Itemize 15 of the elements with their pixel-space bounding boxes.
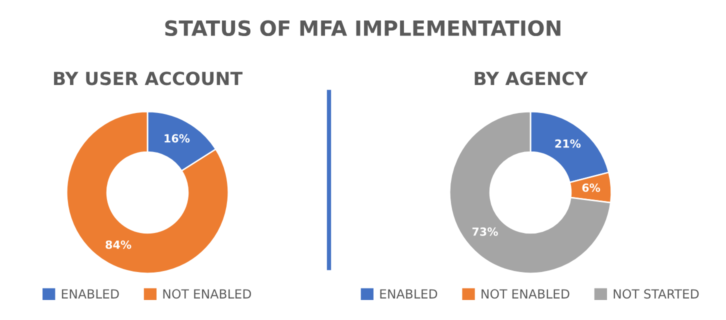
data-label: 21% bbox=[555, 139, 581, 148]
text: STATUS OF MFA IMPLEMENTATION bbox=[165, 20, 560, 36]
data-label: 73% bbox=[472, 227, 498, 236]
legend-label: NOT STARTED bbox=[614, 289, 699, 299]
donut-slice bbox=[66, 110, 230, 274]
chart-title: BY USER ACCOUNT bbox=[54, 72, 243, 86]
donut-slice bbox=[448, 110, 612, 274]
data-label: 84% bbox=[106, 240, 132, 249]
legend-label: ENABLED bbox=[380, 289, 438, 298]
legend-label: NOT ENABLED bbox=[482, 289, 570, 299]
legend-label: NOT ENABLED bbox=[163, 289, 252, 299]
legend-label: ENABLED bbox=[62, 289, 119, 298]
data-label: 16% bbox=[164, 134, 190, 143]
data-label: 6% bbox=[582, 184, 600, 192]
chart-title: BY AGENCY bbox=[474, 72, 588, 86]
